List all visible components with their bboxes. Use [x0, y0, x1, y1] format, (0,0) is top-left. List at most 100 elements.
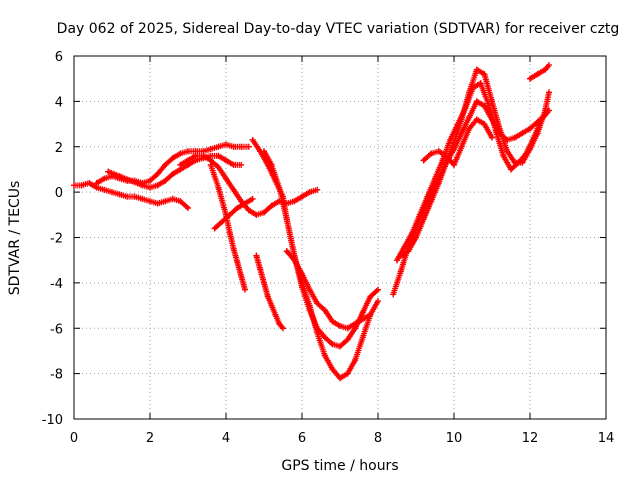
data-point [367, 293, 374, 300]
data-point [101, 186, 108, 193]
x-tick-label: 0 [70, 431, 78, 446]
data-point [413, 234, 419, 241]
data-point [466, 114, 473, 121]
data-point [500, 152, 507, 159]
data-point [86, 180, 93, 187]
data-point [473, 116, 480, 123]
data-point [291, 198, 298, 205]
data-point [276, 184, 283, 191]
data-point [264, 293, 271, 300]
x-tick-label: 6 [298, 431, 306, 446]
data-point [458, 143, 465, 150]
data-point [466, 89, 473, 96]
data-point [534, 130, 541, 137]
data-point [238, 273, 245, 280]
data-point [329, 341, 336, 348]
data-point [169, 155, 176, 162]
series-arc-7 [253, 252, 286, 332]
data-point [337, 343, 343, 350]
data-point [215, 143, 222, 150]
data-point [473, 66, 480, 73]
data-point [230, 245, 237, 252]
data-point [504, 148, 511, 155]
data-point [215, 152, 222, 159]
data-point [169, 170, 176, 177]
data-point [234, 205, 241, 212]
data-point [280, 325, 286, 332]
data-point [116, 173, 123, 180]
data-point [477, 80, 484, 87]
series-arc-4 [177, 152, 321, 218]
data-point [329, 318, 336, 325]
data-point [451, 139, 457, 146]
data-point [299, 193, 305, 200]
data-point [185, 148, 191, 155]
series-trace [253, 252, 285, 330]
data-point [242, 200, 248, 207]
data-point [527, 146, 533, 153]
data-point [527, 75, 533, 82]
data-point [154, 182, 161, 189]
data-point [261, 279, 267, 286]
data-point [519, 130, 526, 137]
data-point [359, 309, 366, 316]
data-point [169, 195, 176, 202]
data-point [109, 189, 115, 196]
y-tick-label: -6 [50, 322, 63, 337]
data-point [428, 150, 435, 157]
data-point [534, 71, 541, 78]
data-point [508, 166, 514, 173]
data-point [352, 320, 359, 327]
series-arc-5 [207, 161, 248, 293]
data-point [435, 148, 442, 155]
data-point [511, 134, 518, 141]
data-point [268, 302, 275, 309]
data-point [131, 193, 138, 200]
series-trace [397, 66, 552, 259]
data-point [546, 62, 552, 69]
series-trace [249, 136, 380, 350]
series-trace [177, 152, 319, 218]
data-point [527, 125, 533, 132]
series-arc-1 [71, 180, 191, 212]
data-point [215, 184, 222, 191]
y-tick-label: -10 [42, 413, 63, 428]
data-point [405, 248, 412, 255]
data-point [128, 177, 134, 184]
data-point [390, 291, 397, 298]
y-axis-label: SDTVAR / TECUs [7, 181, 23, 296]
data-point [253, 211, 260, 218]
data-point [329, 366, 336, 373]
data-point [162, 161, 169, 168]
data-point [481, 121, 488, 128]
data-point [337, 375, 343, 382]
data-point [230, 143, 237, 150]
data-point [542, 66, 549, 73]
data-point [177, 198, 184, 205]
data-point [416, 211, 423, 218]
data-point [394, 257, 400, 264]
data-point [283, 216, 290, 223]
data-point [105, 168, 112, 175]
series-arc-9 [261, 148, 374, 382]
data-point [268, 161, 275, 168]
data-point [219, 218, 226, 225]
data-point [223, 157, 229, 164]
data-point [245, 143, 252, 150]
data-point [397, 252, 404, 259]
y-tick-labels: -10 -8 -6 -4 -2 0 2 4 6 [42, 50, 63, 428]
data-point [139, 195, 146, 202]
data-point [489, 98, 495, 105]
data-point [435, 180, 442, 187]
data-point [200, 152, 207, 159]
data-point [314, 329, 321, 336]
y-tick-label: -4 [50, 277, 63, 292]
data-point [473, 98, 480, 105]
x-tick-label: 2 [146, 431, 154, 446]
data-point [249, 195, 256, 202]
data-point [230, 161, 237, 168]
data-point [511, 159, 518, 166]
data-series [71, 62, 552, 382]
data-point [249, 136, 256, 143]
data-point [424, 193, 431, 200]
